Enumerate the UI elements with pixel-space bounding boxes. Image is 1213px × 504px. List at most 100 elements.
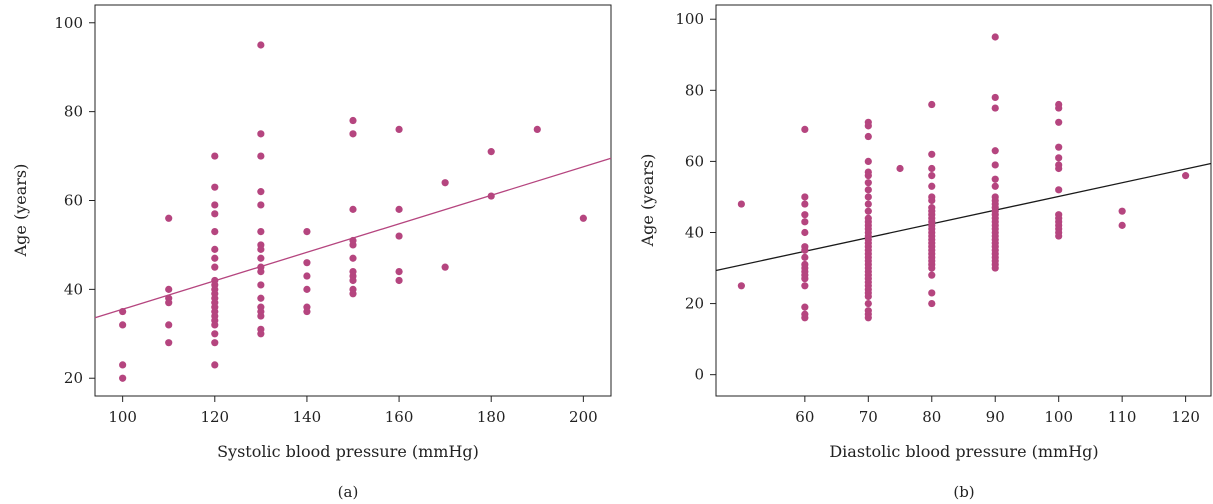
panel-a-data-point (119, 374, 127, 382)
panel-b-data-point (928, 264, 936, 272)
panel-b-data-point (864, 172, 872, 180)
panel-a-data-point (211, 183, 219, 191)
panel-b-data-point (801, 253, 809, 261)
panel-a-data-point (257, 245, 265, 253)
panel-a-y-tick-label: 60 (64, 192, 83, 210)
panel-b-data-point (928, 100, 936, 109)
panel-b-data-point (801, 275, 809, 283)
panel-b-data-point (991, 33, 999, 41)
panel-b-data-point (991, 147, 999, 155)
panel-b-data-point (928, 271, 936, 279)
panel-b-data-point (737, 200, 745, 208)
panel-b-data-point (991, 93, 999, 102)
panel-a-data-point (349, 254, 357, 262)
panel-a-data-point (533, 125, 541, 134)
panel-a-data-point (349, 290, 357, 298)
panel-a-data-point (349, 116, 357, 125)
panel-b-data-point (1055, 143, 1063, 151)
panel-a-data-point (211, 330, 219, 338)
panel-b-data-point (801, 303, 809, 311)
panel-b-x-tick-label: 90 (986, 408, 1005, 426)
panel-b-trend-line (715, 162, 1212, 272)
panel-b-y-tick-label: 40 (685, 223, 704, 241)
panel-a-data-point (303, 285, 311, 293)
panel-b-data-point (1118, 207, 1126, 215)
panel-b-data-point (864, 122, 872, 130)
panel-b-x-axis-title: Diastolic blood pressure (mmHg) (829, 442, 1098, 461)
panel-b-data-point (801, 228, 809, 237)
panel-a-data-point (349, 130, 357, 138)
panel-b-data-point (801, 282, 809, 290)
panel-a-data-point (395, 267, 403, 276)
panel-b-data-point (1055, 118, 1063, 126)
panel-b-data-point (801, 314, 809, 322)
panel-a-plot-frame (94, 4, 612, 397)
panel-b-points (715, 33, 1212, 322)
panel-b-data-point (928, 164, 936, 173)
panel-b-data-point (737, 282, 745, 290)
panel-a-y-tick-label: 100 (54, 14, 83, 32)
panel-a-data-point (257, 152, 265, 160)
panel-a-data-point (257, 330, 265, 338)
panel-b-y-tick-label: 80 (685, 81, 704, 99)
panel-a-data-point (211, 321, 219, 329)
panel-b-data-point (801, 193, 809, 201)
panel-b-data-point (864, 132, 872, 141)
panel-a-data-point (211, 263, 219, 271)
panel-a-data-point (487, 192, 495, 200)
panel-b-data-point (991, 175, 999, 183)
panel-b-data-point (864, 314, 872, 322)
panel-b-label: (b) (953, 483, 974, 501)
panel-b-x-tick-label: 70 (859, 408, 878, 426)
panel-b-data-point (801, 211, 809, 219)
panel-a-ticks: 100 120 140 160 180 200 20 40 60 80 100 (54, 4, 612, 426)
panel-a-data-point (257, 188, 265, 196)
panel-a-data-point (303, 228, 311, 236)
panel-a-data-point (487, 148, 495, 156)
panel-a-x-tick-label: 200 (569, 408, 598, 426)
panel-b-data-point (864, 207, 872, 215)
panel-a-data-point (211, 339, 219, 347)
panel-a-data-point (579, 214, 587, 222)
panel-a-data-point (257, 294, 265, 302)
panel-b-plot-frame (715, 4, 1212, 397)
panel-a-data-point (441, 263, 449, 271)
panel-a-data-point (211, 245, 219, 253)
panel-b-data-point (1055, 164, 1063, 173)
panel-a-data-point (395, 276, 403, 285)
panel-b-x-tick-label: 120 (1171, 408, 1200, 426)
panel-b-y-tick-label: 100 (675, 10, 704, 28)
panel-a-data-point (257, 41, 265, 49)
panel-a-data-point (349, 205, 357, 213)
panel-b-data-point (991, 161, 999, 169)
panel-b-ticks: 60 70 80 90 100 110 120 0 20 40 60 80 100 (675, 4, 1212, 426)
panel-b-data-point (991, 104, 999, 112)
panel-a-data-point (441, 179, 449, 187)
panel-a-data-point (165, 299, 173, 307)
panel-b-data-point (928, 299, 936, 308)
panel-b-data-point (801, 125, 809, 134)
panel-a-points (94, 41, 612, 382)
panel-a-data-point (165, 285, 173, 293)
panel-a-scatter-plot: 100 120 140 160 180 200 20 40 60 80 100 Systolic b… (11, 4, 612, 501)
panel-a-x-tick-label: 140 (293, 408, 322, 426)
panel-a-data-point (119, 307, 127, 316)
panel-a-data-point (349, 276, 357, 285)
panel-a-data-point (211, 228, 219, 236)
panel-a-data-point (165, 321, 173, 329)
panel-b-data-point (864, 200, 872, 208)
panel-b-y-axis-title: Age (years) (638, 154, 657, 248)
panel-b-data-point (991, 182, 999, 190)
panel-b-data-point (896, 164, 904, 173)
panel-a-data-point (211, 201, 219, 209)
panel-b-data-point (928, 150, 936, 158)
panel-b-data-point (928, 172, 936, 180)
panel-a-data-point (349, 241, 357, 249)
panel-b-y-tick-label: 60 (685, 152, 704, 170)
panel-b-data-point (991, 264, 999, 272)
panel-a-data-point (119, 321, 127, 329)
panel-a-data-point (257, 267, 265, 276)
panel-b-x-tick-label: 80 (922, 408, 941, 426)
panel-a-x-tick-label: 120 (200, 408, 229, 426)
